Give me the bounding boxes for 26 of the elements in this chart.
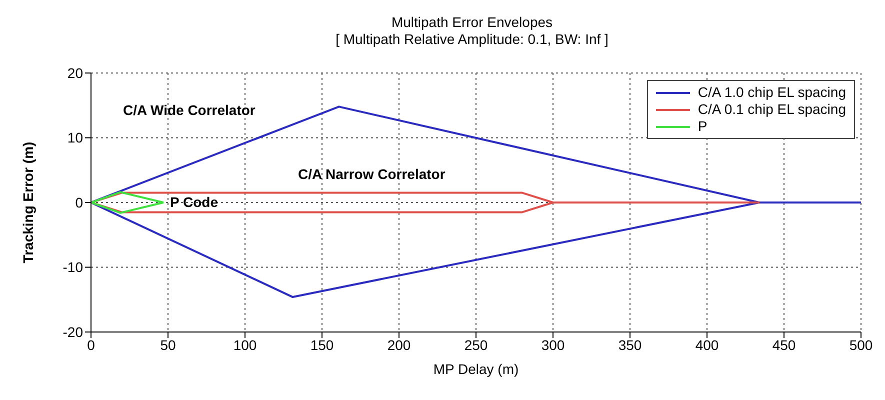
x-axis-title: MP Delay (m) [433, 361, 519, 377]
x-tick-label: 250 [464, 336, 488, 353]
chart-title: Multipath Error Envelopes [390, 14, 554, 31]
annotation: C/A Narrow Correlator [298, 166, 446, 182]
y-tick-label: -20 [62, 324, 84, 340]
x-tick-label: 500 [849, 336, 873, 353]
chart-subtitle: [ Multipath Relative Amplitude: 0.1, BW: Inf ] [334, 31, 610, 48]
x-tick-label: 0 [87, 336, 96, 353]
legend-label: C/A 0.1 chip EL spacing [698, 101, 846, 118]
x-tick-label: 200 [387, 336, 411, 353]
legend-label: C/A 1.0 chip EL spacing [698, 84, 846, 101]
x-tick-label: 450 [772, 336, 796, 353]
y-tick-label: -10 [62, 259, 84, 276]
y-tick-label: 0 [75, 194, 84, 210]
x-tick-label: 150 [310, 336, 334, 353]
legend-label: P [698, 118, 708, 135]
annotation: P Code [170, 194, 218, 210]
x-tick-label: 400 [695, 336, 719, 353]
x-tick-label: 100 [233, 336, 257, 353]
y-tick-label: 10 [67, 130, 84, 146]
x-tick-label: 350 [618, 336, 642, 353]
y-tick-label: 20 [67, 64, 84, 81]
annotation: C/A Wide Correlator [123, 102, 256, 118]
x-tick-label: 50 [160, 336, 176, 353]
y-axis-title: Tracking Error (m) [20, 142, 36, 264]
x-tick-label: 300 [541, 336, 565, 353]
